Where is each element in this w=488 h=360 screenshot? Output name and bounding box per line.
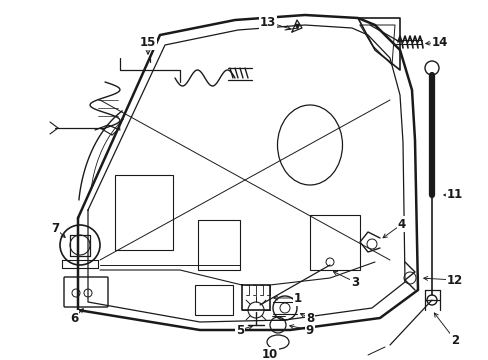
Text: 14: 14 xyxy=(431,36,447,49)
Bar xyxy=(115,175,173,250)
Text: 13: 13 xyxy=(259,15,276,28)
Text: 3: 3 xyxy=(350,275,358,288)
Text: 2: 2 xyxy=(450,333,458,346)
Text: 7: 7 xyxy=(51,221,59,234)
Text: 9: 9 xyxy=(305,324,313,337)
Bar xyxy=(195,285,232,315)
Bar xyxy=(309,215,359,270)
Text: 11: 11 xyxy=(446,189,462,202)
Text: 4: 4 xyxy=(397,217,406,230)
Text: 1: 1 xyxy=(293,292,302,305)
Text: 12: 12 xyxy=(446,274,462,287)
Text: 5: 5 xyxy=(235,324,244,337)
Text: 10: 10 xyxy=(262,348,278,360)
Text: 6: 6 xyxy=(70,311,78,324)
Text: 15: 15 xyxy=(140,36,156,49)
Text: 8: 8 xyxy=(305,311,313,324)
Bar xyxy=(198,220,240,270)
